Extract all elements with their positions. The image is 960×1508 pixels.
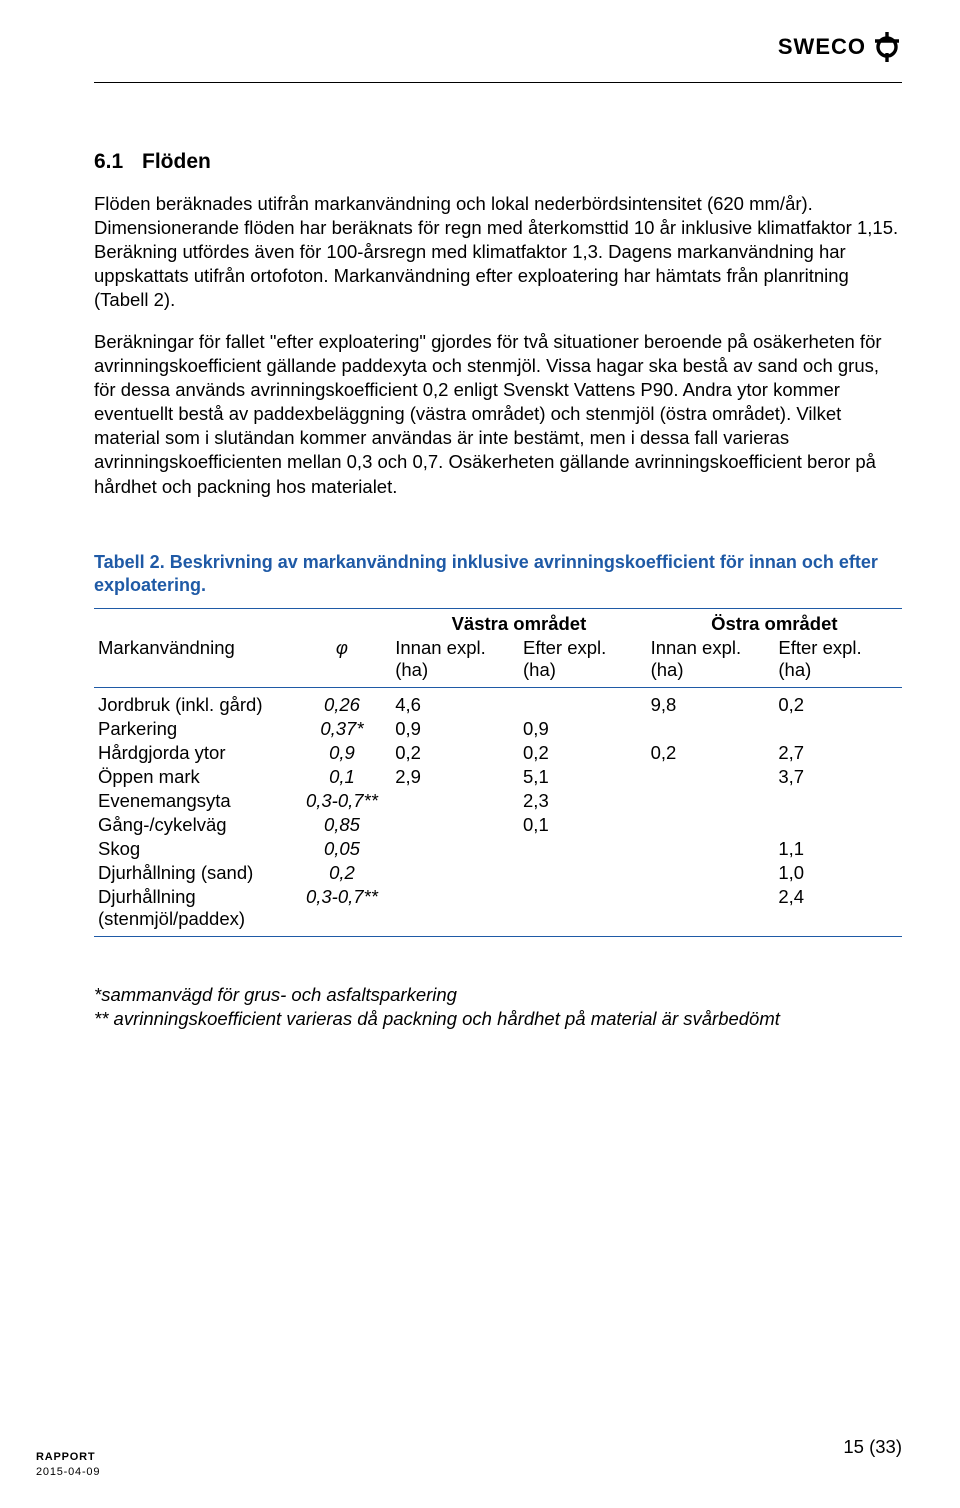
paragraph-1: Flöden beräknades utifrån markanvändning… [94, 192, 902, 312]
row-phi: 0,05 [293, 837, 392, 861]
row-val: 0,1 [519, 813, 647, 837]
table-row: Jordbruk (inkl. gård)0,264,6 9,80,2 [94, 688, 902, 718]
row-label: Gång-/cykelväg [94, 813, 293, 837]
section-heading: 6.1Flöden [94, 150, 902, 174]
table-caption: Tabell 2. Beskrivning av markanvändning … [94, 551, 902, 599]
super-vastra: Västra området [391, 609, 646, 637]
table-super-header: Västra området Östra området [94, 609, 902, 637]
row-val [391, 837, 519, 861]
col-v-innan: Innan expl.(ha) [391, 636, 519, 688]
row-val [647, 717, 775, 741]
row-val: 3,7 [774, 765, 902, 789]
row-label: Djurhållning(stenmjöl/paddex) [94, 885, 293, 937]
row-label: Evenemangsyta [94, 789, 293, 813]
row-val [774, 789, 902, 813]
paragraph-2: Beräkningar för fallet "efter exploateri… [94, 330, 902, 498]
row-val: 0,2 [519, 741, 647, 765]
table-row: Gång-/cykelväg0,85 0,1 [94, 813, 902, 837]
footer-left: RAPPORT 2015-04-09 [36, 1450, 100, 1480]
footnote-1: *sammanvägd för grus- och asfaltsparkeri… [94, 983, 902, 1007]
row-val: 9,8 [647, 688, 775, 718]
col-o-efter: Efter expl.(ha) [774, 636, 902, 688]
land-use-table: Västra området Östra området Markanvändn… [94, 608, 902, 937]
row-val [519, 885, 647, 937]
row-label: Hårdgjorda ytor [94, 741, 293, 765]
row-val [519, 837, 647, 861]
page-content: 6.1Flöden Flöden beräknades utifrån mark… [94, 150, 902, 1031]
col-markanvandning: Markanvändning [94, 636, 293, 688]
row-val: 1,0 [774, 861, 902, 885]
table-row: Öppen mark0,12,95,1 3,7 [94, 765, 902, 789]
row-val [391, 885, 519, 937]
col-phi: φ [293, 636, 392, 688]
brand-header: SWECO [778, 32, 902, 62]
row-val [647, 885, 775, 937]
row-phi: 0,26 [293, 688, 392, 718]
footer-rapport: RAPPORT [36, 1450, 100, 1465]
row-val: 0,2 [647, 741, 775, 765]
row-val: 2,3 [519, 789, 647, 813]
row-val [519, 688, 647, 718]
row-phi: 0,2 [293, 861, 392, 885]
section-number: 6.1 [94, 150, 142, 174]
table-row: Evenemangsyta0,3-0,7** 2,3 [94, 789, 902, 813]
row-val [774, 717, 902, 741]
row-phi: 0,85 [293, 813, 392, 837]
row-val: 5,1 [519, 765, 647, 789]
row-phi: 0,9 [293, 741, 392, 765]
section-title: Flöden [142, 150, 211, 173]
footer-page: 15 (33) [843, 1436, 902, 1458]
table-row: Djurhållning (sand)0,2 1,0 [94, 861, 902, 885]
row-val [647, 765, 775, 789]
col-v-efter: Efter expl.(ha) [519, 636, 647, 688]
brand-logo-icon [872, 32, 902, 62]
row-val [519, 861, 647, 885]
row-val: 1,1 [774, 837, 902, 861]
table-row: Parkering0,37*0,90,9 [94, 717, 902, 741]
row-phi: 0,37* [293, 717, 392, 741]
row-val: 2,9 [391, 765, 519, 789]
row-label: Djurhållning (sand) [94, 861, 293, 885]
super-ostra: Östra området [647, 609, 902, 637]
row-val [391, 861, 519, 885]
row-val [647, 789, 775, 813]
footer-date: 2015-04-09 [36, 1465, 100, 1480]
row-phi: 0,3-0,7** [293, 789, 392, 813]
header-rule [94, 82, 902, 83]
row-phi: 0,1 [293, 765, 392, 789]
col-o-innan: Innan expl.(ha) [647, 636, 775, 688]
row-val: 2,7 [774, 741, 902, 765]
table-footnotes: *sammanvägd för grus- och asfaltsparkeri… [94, 983, 902, 1031]
brand-name: SWECO [778, 34, 866, 60]
row-val [647, 861, 775, 885]
row-val [391, 789, 519, 813]
row-val: 0,9 [391, 717, 519, 741]
table-row: Hårdgjorda ytor0,90,20,20,22,7 [94, 741, 902, 765]
row-val: 0,2 [774, 688, 902, 718]
footnote-2: ** avrinningskoefficient varieras då pac… [94, 1007, 902, 1031]
table-row: Skog0,05 1,1 [94, 837, 902, 861]
row-val [647, 837, 775, 861]
table-row: Djurhållning(stenmjöl/paddex)0,3-0,7** 2,… [94, 885, 902, 937]
row-label: Skog [94, 837, 293, 861]
row-label: Parkering [94, 717, 293, 741]
row-val: 0,2 [391, 741, 519, 765]
row-phi: 0,3-0,7** [293, 885, 392, 937]
row-val [391, 813, 519, 837]
row-val: 4,6 [391, 688, 519, 718]
row-val: 0,9 [519, 717, 647, 741]
row-val [647, 813, 775, 837]
row-label: Jordbruk (inkl. gård) [94, 688, 293, 718]
row-val: 2,4 [774, 885, 902, 937]
table-header-row: Markanvändning φ Innan expl.(ha) Efter e… [94, 636, 902, 688]
row-val [774, 813, 902, 837]
row-label: Öppen mark [94, 765, 293, 789]
